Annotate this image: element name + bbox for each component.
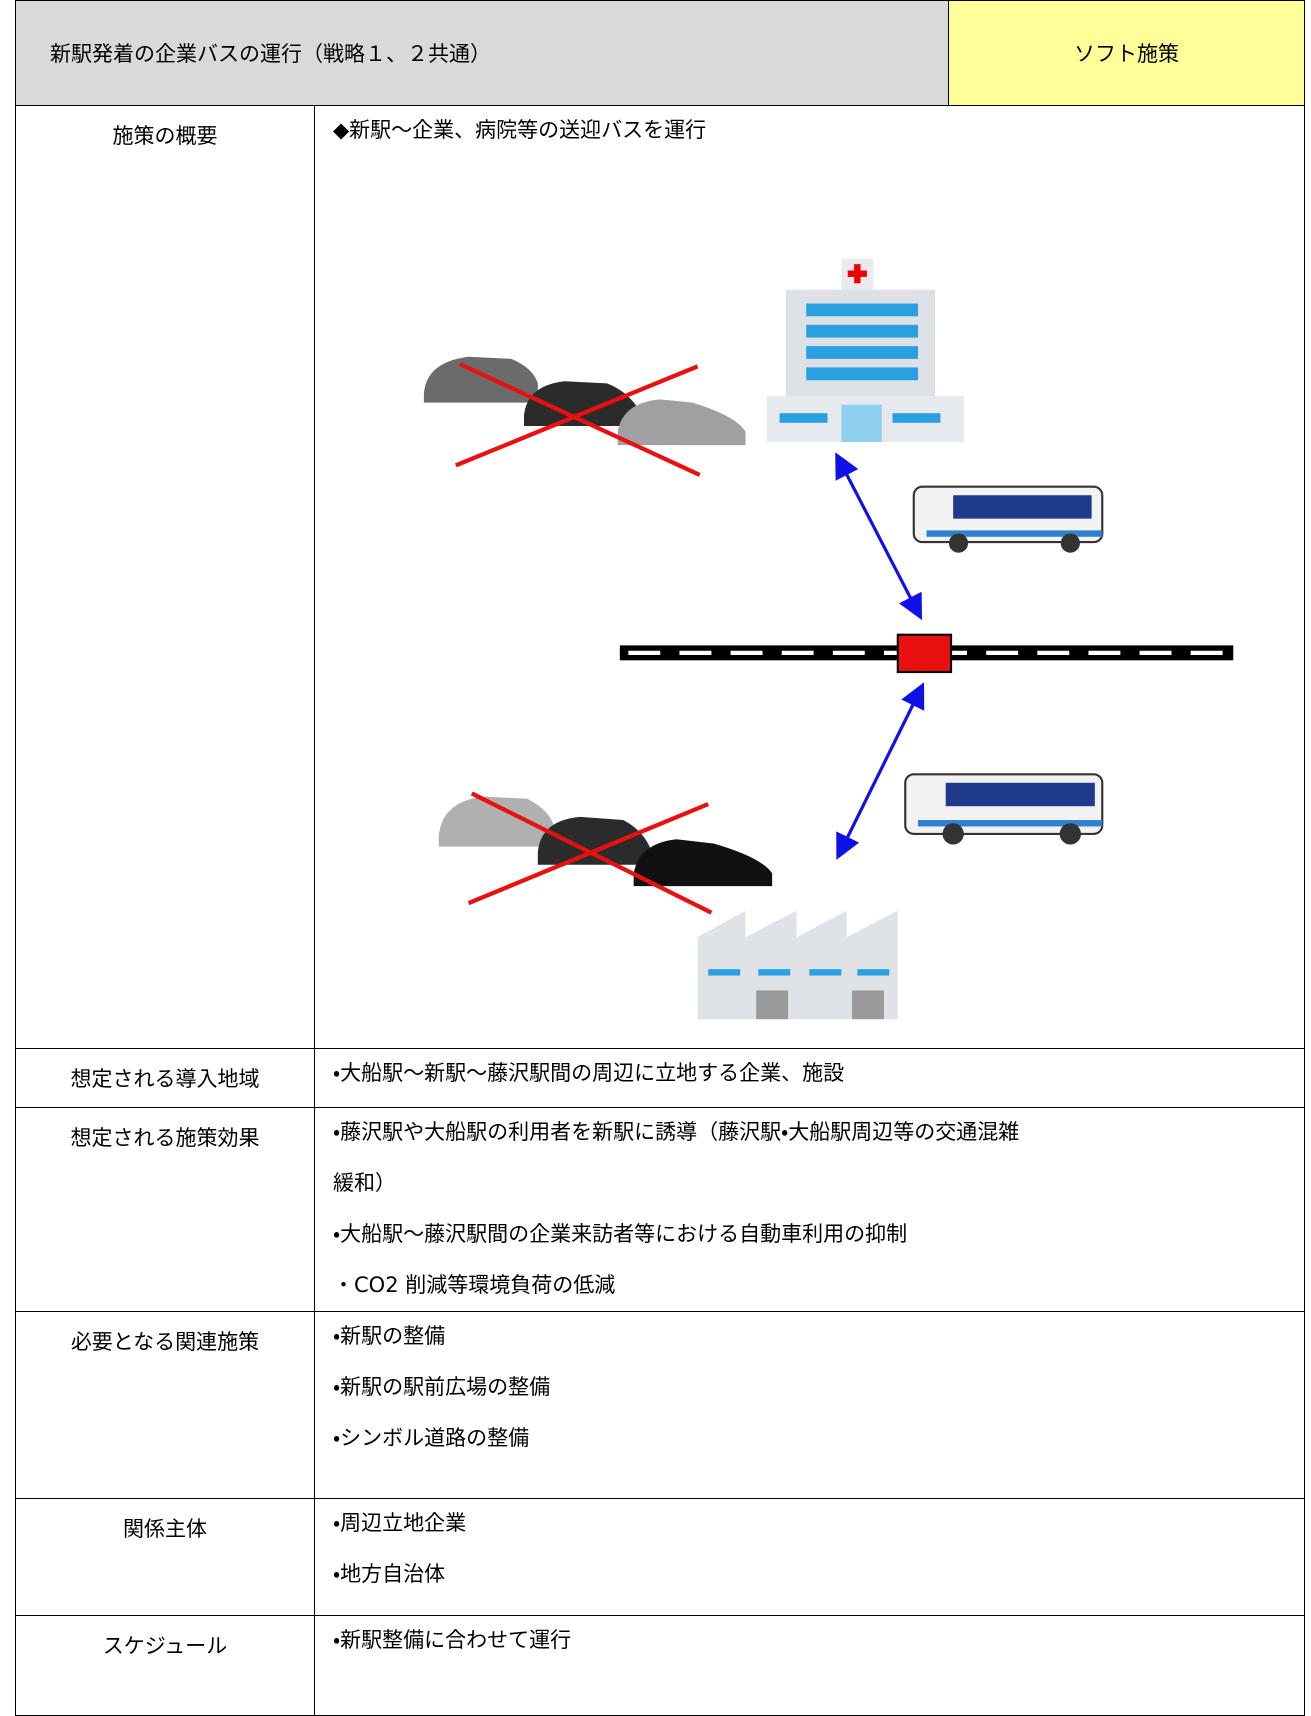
table-row: 施策の概要 ◆新駅～企業、病院等の送迎バスを運行 [15,105,1305,1049]
row-content: ・新駅の整備・新駅の駅前広場の整備 ・シンボル道路の整備 [314,1311,1305,1499]
table-row: スケジュール ・新駅整備に合わせて運行 [15,1615,1305,1716]
header-tag: ソフト施策 [948,0,1305,106]
row-item: ・周辺立地企業 [333,1511,467,1535]
row-content: ・藤沢駅や大船駅の利用者を新駅に誘導（藤沢駅・大船駅周辺等の交通混雑 緩和） ・大船… [314,1107,1305,1312]
row-item: ◆新駅～企業、病院等の送迎バスを運行 [333,118,707,142]
table-row: 想定される施策効果 ・藤沢駅や大船駅の利用者を新駅に誘導（藤沢駅・大船駅周辺等の交… [15,1107,1305,1312]
row-item: ・藤沢駅や大船駅の利用者を新駅に誘導（藤沢駅・大船駅周辺等の交通混雑 [333,1120,1020,1144]
row-item: ・新駅の整備 [333,1324,446,1348]
row-label: 施策の概要 [15,105,315,1049]
row-label: 想定される施策効果 [15,1107,315,1312]
row-item: ・CO2 削減等環境負荷の低減 [333,1273,616,1297]
table-row: 想定される導入地域 ・大船駅～新駅～藤沢駅間の周辺に立地する企業、施設 [15,1048,1305,1108]
row-content: ◆新駅～企業、病院等の送迎バスを運行 [314,105,1305,1049]
row-content: ・大船駅～新駅～藤沢駅間の周辺に立地する企業、施設 [314,1048,1305,1108]
policy-table: 新駅発着の企業バスの運行（戦略１、２共通） ソフト施策 施策の概要 ◆新駅～企業、… [15,0,1305,1716]
row-content: ・新駅整備に合わせて運行 [314,1615,1305,1716]
row-item: ・新駅の駅前広場の整備 [333,1375,551,1399]
row-item: ・シンボル道路の整備 [333,1426,530,1450]
row-content: ・周辺立地企業 ・地方自治体 [314,1498,1305,1616]
row-item: ・大船駅～新駅～藤沢駅間の周辺に立地する企業、施設 [333,1061,845,1085]
row-item: ・地方自治体 [333,1562,446,1586]
row-item: ・大船駅～藤沢駅間の企業来訪者等における自動車利用の抑制 [333,1222,908,1246]
header-row: 新駅発着の企業バスの運行（戦略１、２共通） ソフト施策 [15,0,1305,106]
row-item: 緩和） [333,1171,396,1195]
table-body: 施策の概要 ◆新駅～企業、病院等の送迎バスを運行想定される導入地域 ・大船駅～新駅～… [15,105,1305,1716]
row-label: 関係主体 [15,1498,315,1616]
table-row: 関係主体 ・周辺立地企業 ・地方自治体 [15,1498,1305,1616]
row-label: 必要となる関連施策 [15,1311,315,1499]
header-title: 新駅発着の企業バスの運行（戦略１、２共通） [15,0,949,106]
row-item: ・新駅整備に合わせて運行 [333,1628,572,1652]
table-row: 必要となる関連施策 ・新駅の整備・新駅の駅前広場の整備 ・シンボル道路の整備 [15,1311,1305,1499]
row-label: 想定される導入地域 [15,1048,315,1108]
row-label: スケジュール [15,1615,315,1716]
